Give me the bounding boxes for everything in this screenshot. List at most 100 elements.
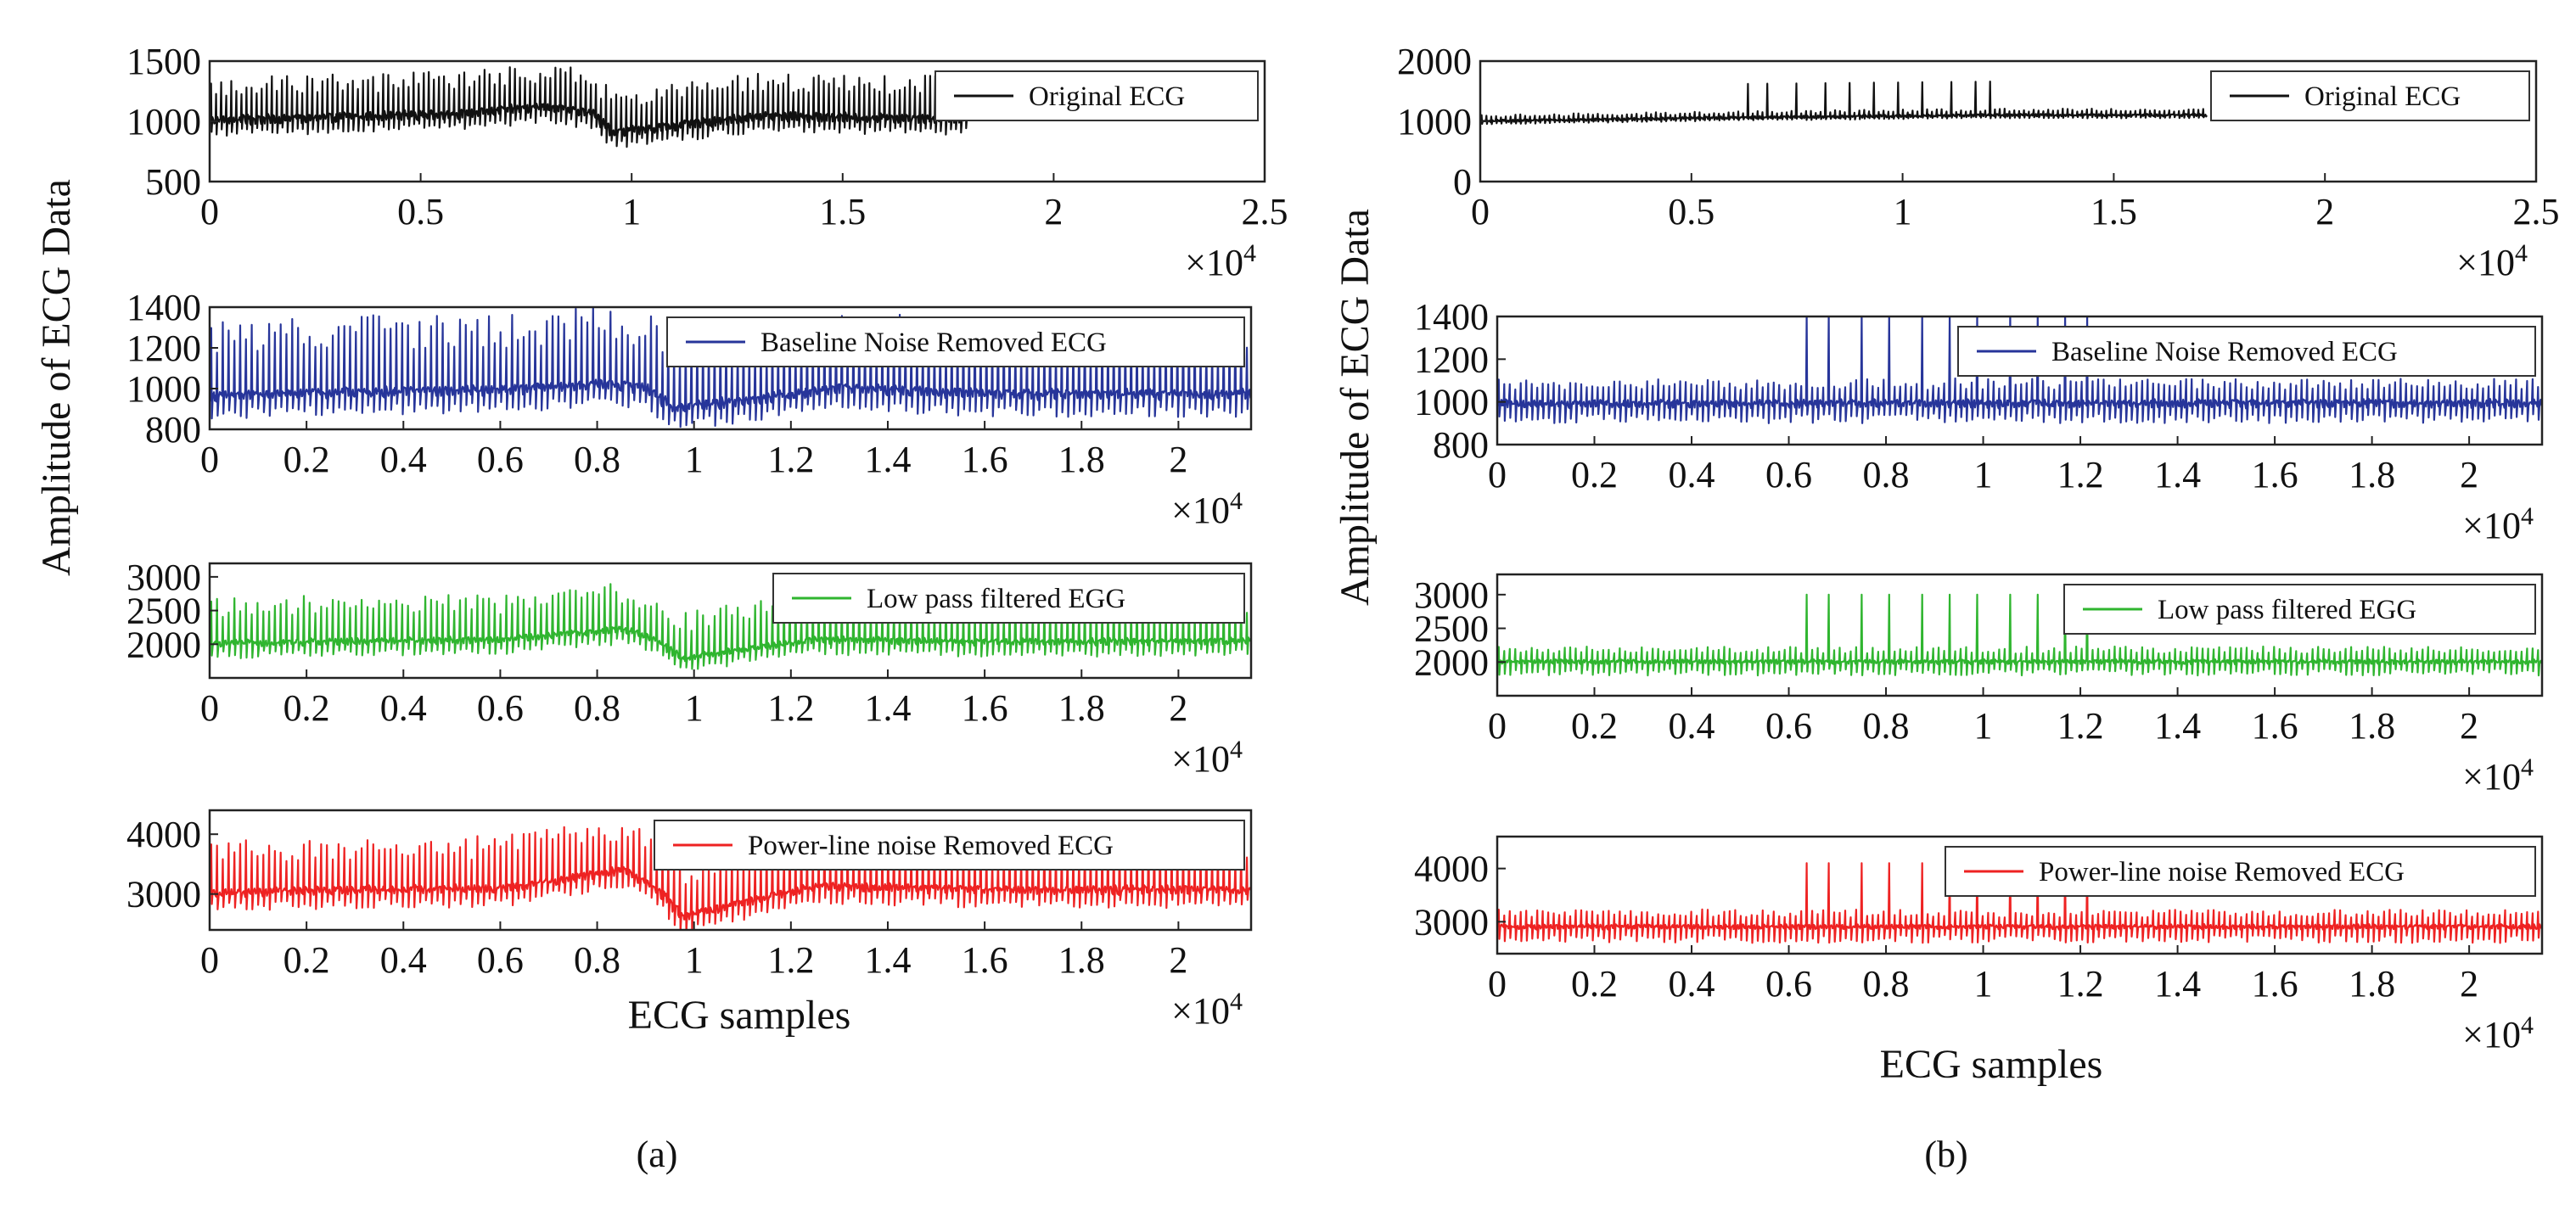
panel-caption-b: (b) xyxy=(1924,1134,1967,1175)
y-tick-label: 0 xyxy=(1453,161,1472,203)
axes-frame xyxy=(208,562,1253,680)
series-line xyxy=(210,307,1251,428)
legend-label: Low pass filtered EGG xyxy=(2158,595,2416,625)
x-tick-label: 1.6 xyxy=(2252,963,2298,1005)
axes-frame xyxy=(1496,315,2544,446)
y-tick-label: 1000 xyxy=(126,101,201,143)
x-tick-label: 0.5 xyxy=(1668,191,1715,232)
legend: Baseline Noise Removed ECG xyxy=(666,316,1245,367)
y-tick-label: 3000 xyxy=(126,557,201,598)
x-exponent-label: ×104 xyxy=(2462,753,2534,798)
y-tick-label: 3000 xyxy=(1414,574,1489,616)
x-tick-label: 0.4 xyxy=(380,687,427,729)
x-tick-label: 1 xyxy=(1974,963,1993,1005)
x-tick-label: 1.2 xyxy=(767,939,814,981)
x-tick-label: 1 xyxy=(685,439,704,480)
x-tick-label: 1.2 xyxy=(2057,454,2104,496)
x-tick-label: 1.6 xyxy=(962,687,1008,729)
legend: Baseline Noise Removed ECG xyxy=(1957,326,2536,377)
x-tick-label: 0.2 xyxy=(1571,963,1618,1005)
y-axis-title-a: Amplitude of ECG Data xyxy=(34,179,79,576)
y-axis-title-b: Amplitude of ECG Data xyxy=(1333,209,1378,606)
legend-box xyxy=(2063,584,2536,635)
x-tick-label: 0.8 xyxy=(574,439,620,480)
x-tick-label: 1.8 xyxy=(2349,963,2395,1005)
x-tick-label: 2 xyxy=(2460,963,2478,1005)
x-exponent-label: ×104 xyxy=(1171,487,1243,531)
x-tick-label: 0 xyxy=(1488,454,1507,496)
legend-label: Power-line noise Removed ECG xyxy=(748,831,1114,861)
legend: Low pass filtered EGG xyxy=(772,573,1245,624)
x-tick-label: 2 xyxy=(1169,687,1187,729)
series-line xyxy=(1497,862,2542,944)
y-tick-label: 2500 xyxy=(1414,608,1489,650)
x-tick-label: 1 xyxy=(1974,705,1993,747)
axes-frame xyxy=(208,809,1253,932)
x-tick-label: 1.5 xyxy=(819,191,866,232)
subplot-b-1: 0 0.5 1 1.5 2 2.5 0 1000 2000 ×104 Original ECG xyxy=(1397,41,2560,283)
x-tick-label: 0.6 xyxy=(477,939,524,981)
x-tick-label: 1 xyxy=(685,939,704,981)
y-tick-label: 4000 xyxy=(1414,848,1489,890)
x-tick-label: 1.2 xyxy=(767,439,814,480)
x-tick-label: 2 xyxy=(2460,705,2478,747)
x-tick-label: 0.6 xyxy=(1765,454,1812,496)
legend-label: Original ECG xyxy=(2304,81,2461,112)
x-axis-title-b: ECG samples xyxy=(1880,1042,2103,1087)
x-exponent-label: ×104 xyxy=(2462,1011,2534,1055)
series-line xyxy=(1497,316,2542,424)
x-tick-label: 1.4 xyxy=(864,687,911,729)
x-tick-label: 0.2 xyxy=(283,687,330,729)
y-tick-label: 1000 xyxy=(1397,101,1472,143)
x-tick-label: 1.8 xyxy=(2349,705,2395,747)
series-line xyxy=(1480,81,2208,126)
y-tick-label: 1200 xyxy=(1414,339,1489,380)
axes-frame xyxy=(1496,573,2544,697)
y-tick-label: 500 xyxy=(145,161,201,203)
subplot-a-4: 0 0.2 0.4 0.6 0.8 1 1.2 1.4 1.6 1.8 2 3000 4000 ×104 P… xyxy=(126,809,1253,1032)
x-tick-label: 2 xyxy=(2460,454,2478,496)
y-tick-label: 1000 xyxy=(126,368,201,410)
x-tick-label: 1.5 xyxy=(2091,191,2137,232)
axes-frame xyxy=(1496,835,2544,955)
x-tick-label: 1.8 xyxy=(1058,439,1105,480)
x-tick-label: 0.8 xyxy=(1863,963,1910,1005)
series-line xyxy=(210,66,971,148)
panel-caption-a: (a) xyxy=(637,1134,678,1175)
y-tick-label: 2000 xyxy=(126,624,201,665)
x-tick-label: 1 xyxy=(622,191,641,232)
x-tick-label: 2 xyxy=(2315,191,2334,232)
axes-frame xyxy=(208,305,1253,431)
y-tick-label: 2000 xyxy=(1414,641,1489,683)
x-tick-label: 1.4 xyxy=(2154,705,2201,747)
x-tick-label: 0.4 xyxy=(1669,963,1715,1005)
legend: Original ECG xyxy=(2210,70,2530,121)
x-tick-label: 1.4 xyxy=(2154,963,2201,1005)
legend: Power-line noise Removed ECG xyxy=(654,820,1245,871)
subplot-a-2: 0 0.2 0.4 0.6 0.8 1 1.2 1.4 1.6 1.8 2 8001000120014… xyxy=(126,287,1253,531)
x-tick-label: 0.2 xyxy=(1571,705,1618,747)
panel-b: 0 0.5 1 1.5 2 2.5 0 1000 2000 ×104 Original ECG 0 0.… xyxy=(1397,41,2560,1055)
legend-label: Original ECG xyxy=(1029,81,1185,112)
x-tick-label: 2 xyxy=(1169,939,1187,981)
x-tick-label: 2.5 xyxy=(1242,191,1288,232)
x-tick-label: 2.5 xyxy=(2513,191,2560,232)
x-tick-label: 0.8 xyxy=(574,687,620,729)
x-tick-label: 0 xyxy=(1488,963,1507,1005)
x-tick-label: 1.6 xyxy=(2252,454,2298,496)
y-tick-label: 1200 xyxy=(126,328,201,369)
x-tick-label: 1.4 xyxy=(2154,454,2201,496)
y-tick-label: 1500 xyxy=(126,41,201,82)
legend-box xyxy=(772,573,1245,624)
x-tick-label: 0 xyxy=(200,191,219,232)
legend-label: Baseline Noise Removed ECG xyxy=(2051,337,2398,367)
x-tick-label: 1.8 xyxy=(1058,687,1105,729)
x-tick-label: 0 xyxy=(1471,191,1490,232)
series-line xyxy=(210,583,1251,670)
x-axis-title-a: ECG samples xyxy=(628,993,851,1038)
legend-label: Low pass filtered EGG xyxy=(867,584,1125,614)
